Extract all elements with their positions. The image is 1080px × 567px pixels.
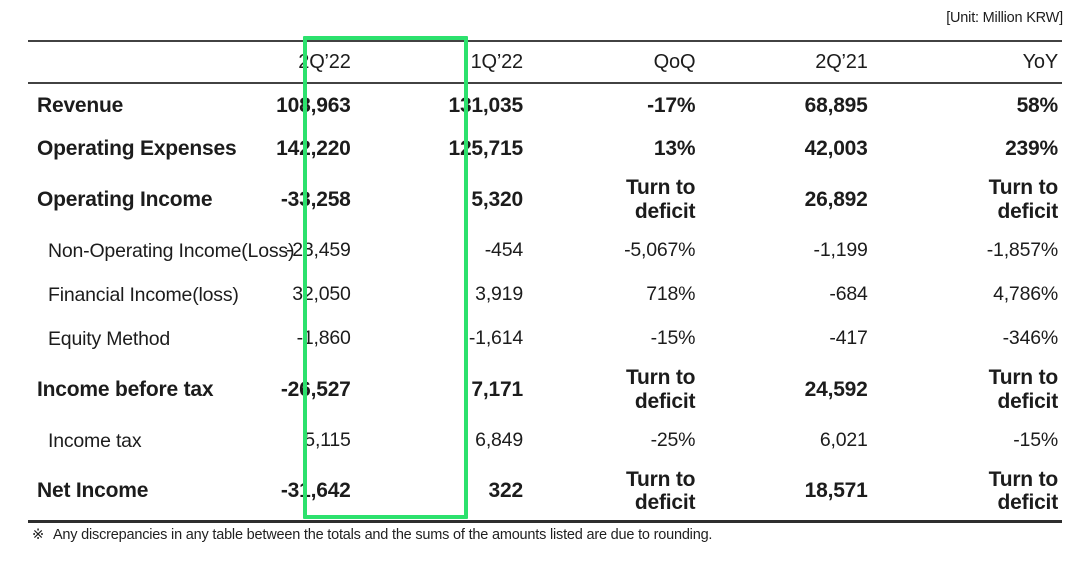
footnote: ※ Any discrepancies in any table between … [32,527,712,543]
table-row: Revenue 108,963 131,035 -17% 68,895 58% [28,83,1062,127]
cell-value: 4,786% [993,283,1058,306]
cell-value: Turn to deficit [625,176,696,223]
cell-value: -684 [829,283,868,306]
cell-value: 131,035 [448,93,523,117]
cell-value: 5,320 [471,188,523,212]
table-row: Net Income -31,642 322 Turn to deficit 18,57… [28,463,1062,521]
column-header: 2Q’22 [298,50,351,73]
cell-value: -346% [1002,327,1059,350]
cell-value: 6,021 [819,429,868,452]
table-row: Financial Income(loss) 32,050 3,919 718% -68… [28,273,1062,317]
row-label: Operating Income [37,188,213,211]
table-row: Operating Income -33,258 5,320 Turn to defi… [28,171,1062,229]
cell-value: Turn to deficit [988,176,1059,223]
financial-results-table: 2Q’22 1Q’22 QoQ 2Q’21 YoY Revenue 108,963 131,… [28,40,1062,523]
footnote-text: Any discrepancies in any table between t… [52,527,713,543]
cell-value: 142,220 [276,137,351,161]
cell-value: -1,860 [296,327,351,350]
cell-value: 24,592 [804,378,868,402]
cell-value: -23,459 [285,239,351,262]
table-row: Operating Expenses 142,220 125,715 13% 42,00… [28,127,1062,171]
cell-value: 42,003 [804,137,868,161]
column-header: QoQ [653,50,696,73]
cell-value: 6,849 [475,429,523,452]
cell-value: 125,715 [448,137,523,161]
row-label: Net Income [37,479,149,503]
column-header: 2Q’21 [815,50,868,73]
column-header: YoY [1022,50,1059,73]
cell-value: 108,963 [276,93,351,117]
cell-value: -26,527 [280,378,351,402]
row-label: Operating Expenses [37,137,237,160]
cell-value: 58% [1016,93,1059,117]
cell-value: -15% [650,327,696,350]
cell-value: -417 [829,327,868,350]
row-label-header [28,41,200,83]
cell-value: -5,067% [624,239,696,262]
cell-value: 322 [488,479,524,503]
cell-value: 7,171 [471,378,523,402]
reference-mark-icon: ※ [32,527,44,543]
cell-value: 13% [653,137,696,161]
cell-value: Turn to deficit [625,366,696,413]
row-label: Income tax [48,429,142,452]
cell-value: Turn to deficit [988,467,1059,515]
row-label: Financial Income(loss) [48,283,239,306]
cell-value: -31,642 [280,479,351,503]
cell-value: -33,258 [280,188,351,212]
table-row: Non-Operating Income(Loss) -23,459 -454 -5,… [28,229,1062,273]
table-row: Equity Method -1,860 -1,614 -15% -417 -346% [28,317,1062,361]
row-label: Income before tax [37,378,214,401]
column-header: 1Q’22 [470,50,524,73]
table-row: Income tax 5,115 6,849 -25% 6,021 -15% [28,419,1062,463]
cell-value: 718% [646,283,696,306]
cell-value: -15% [1013,429,1058,452]
cell-value: -454 [484,239,523,262]
cell-value: -1,614 [468,327,523,350]
cell-value: Turn to deficit [988,366,1059,413]
cell-value: 5,115 [304,429,351,452]
cell-value: -1,857% [986,239,1058,262]
cell-value: 239% [1005,137,1058,161]
row-label: Non-Operating Income(Loss) [48,239,295,262]
cell-value: -1,199 [813,239,868,262]
cell-value: Turn to deficit [625,467,696,515]
unit-label: [Unit: Million KRW] [946,10,1063,26]
cell-value: 3,919 [475,283,523,306]
cell-value: -25% [650,429,696,452]
cell-value: 18,571 [804,479,868,503]
row-label: Revenue [37,93,124,117]
header-row: 2Q’22 1Q’22 QoQ 2Q’21 YoY [28,41,1062,83]
cell-value: 68,895 [804,93,868,117]
cell-value: 26,892 [804,188,868,212]
table-row: Income before tax -26,527 7,171 Turn to def… [28,361,1062,419]
cell-value: -17% [647,93,696,117]
row-label: Equity Method [48,327,171,350]
